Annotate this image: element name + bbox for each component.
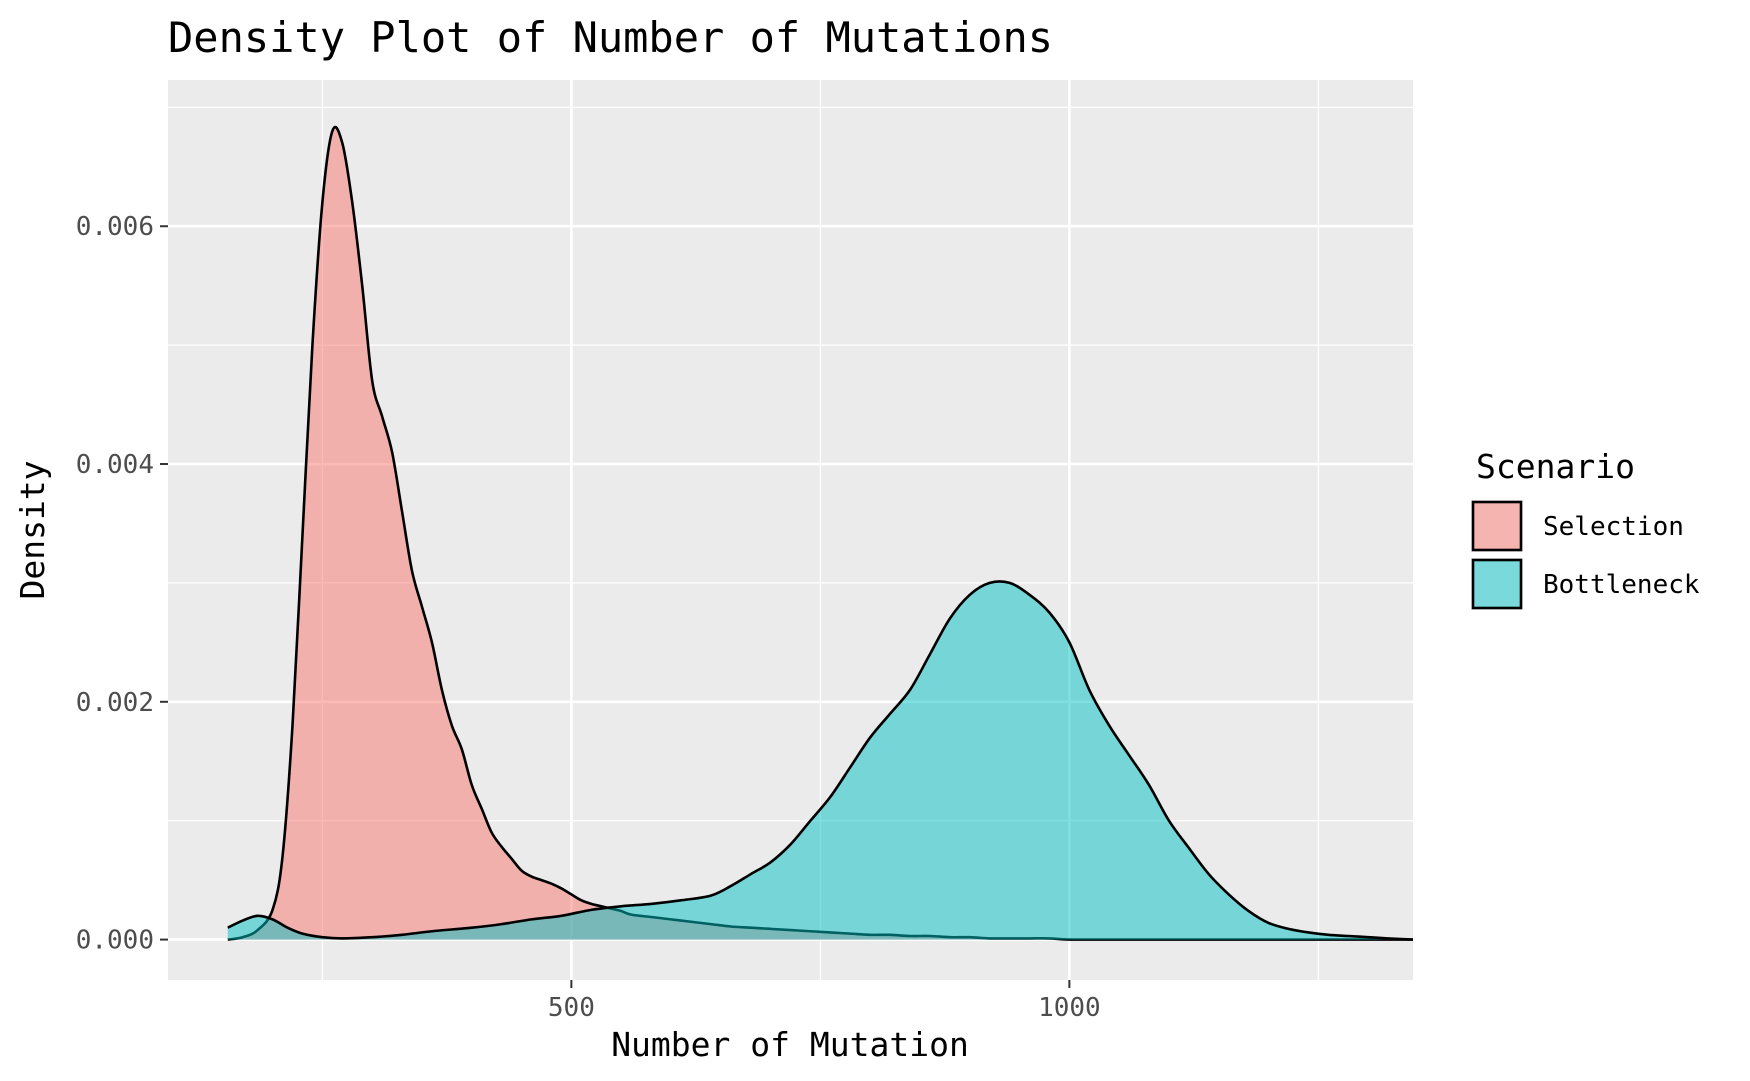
density-line-bottleneck <box>227 580 1414 941</box>
chart-title: Density Plot of Number of Mutations <box>168 13 1053 62</box>
legend-swatch-bottleneck <box>1471 558 1523 610</box>
y-axis-title: Density <box>13 460 52 599</box>
y-axis: 0.000 0.002 0.004 0.006 <box>76 212 168 956</box>
x-axis: 500 1000 <box>548 980 1101 1023</box>
legend-swatch-selection <box>1471 500 1523 552</box>
x-tick-label: 1000 <box>1038 993 1101 1023</box>
x-tick-label: 500 <box>548 993 595 1023</box>
density-areas <box>227 125 1414 941</box>
legend-title: Scenario <box>1476 447 1635 486</box>
density-area-selection <box>227 127 1413 940</box>
x-axis-title: Number of Mutation <box>611 1025 969 1064</box>
legend-label-selection: Selection <box>1543 512 1684 542</box>
y-tick-label: 0.004 <box>76 450 154 480</box>
y-tick-label: 0.000 <box>76 926 154 956</box>
y-tick-label: 0.006 <box>76 212 154 242</box>
legend-label-bottleneck: Bottleneck <box>1543 570 1700 600</box>
y-tick-label: 0.002 <box>76 688 154 718</box>
legend: Scenario Selection Bottleneck <box>1471 447 1700 610</box>
density-area-bottleneck <box>227 581 1413 940</box>
